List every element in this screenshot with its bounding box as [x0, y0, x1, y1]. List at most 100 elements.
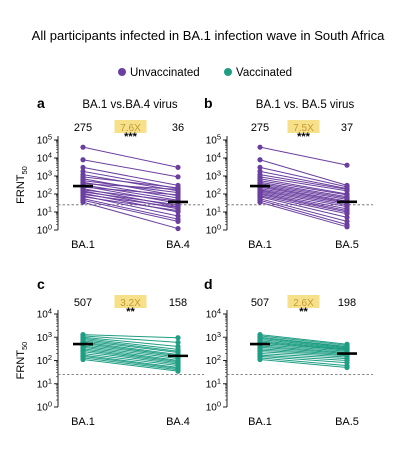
data-point — [175, 174, 181, 180]
y-tick-label: 104 — [37, 151, 52, 165]
pair-line — [259, 178, 348, 195]
y-tick-label: 104 — [206, 151, 221, 165]
data-point — [80, 157, 86, 163]
pair-line — [259, 342, 348, 351]
pair-line — [82, 346, 179, 361]
pair-line — [82, 198, 179, 220]
pair-line — [82, 199, 179, 222]
pair-line — [82, 340, 179, 354]
pair-line — [82, 191, 179, 206]
pair-line — [259, 181, 348, 198]
gmt-label: 158 — [169, 297, 187, 309]
y-tick-label: 100 — [206, 400, 221, 414]
panel-subtitle: BA.1 vs.BA.4 virus — [82, 99, 177, 111]
significance-label: *** — [124, 131, 138, 143]
fold-change-label: 2.6X — [293, 298, 314, 309]
pair-line — [259, 335, 348, 346]
fold-highlight — [287, 120, 320, 133]
pair-line — [259, 166, 348, 188]
gmt-label: 275 — [251, 122, 269, 134]
y-tick-label: 103 — [206, 330, 221, 344]
data-point — [344, 214, 350, 221]
pair-line — [259, 174, 348, 190]
data-point — [344, 211, 350, 217]
pair-line — [259, 353, 348, 360]
data-point — [257, 164, 263, 171]
panel-letter: c — [37, 276, 45, 292]
significance-label: *** — [297, 131, 311, 143]
panel-c: c 100 101 102 103 104 FRNT50 507 158 3.2X** BA.1 BA… — [15, 276, 204, 428]
pair-line — [259, 146, 348, 166]
y-tick-label: 104 — [37, 307, 52, 321]
y-tick-label: 101 — [37, 376, 52, 390]
y-tick-label: 100 — [37, 223, 52, 237]
panel-b: b BA.1 vs. BA.5 virus 100 101 102 103 104 105 27… — [204, 95, 373, 251]
legend-vaccinated-label: Vaccinated — [236, 67, 292, 79]
data-point — [257, 157, 263, 163]
pair-line — [82, 184, 179, 201]
pair-line — [82, 193, 179, 208]
data-point — [175, 339, 181, 346]
pair-line — [82, 336, 179, 347]
y-tick-label: 101 — [206, 205, 221, 219]
pair-line — [259, 339, 348, 349]
data-point — [344, 224, 350, 230]
panel-subtitle: BA.1 vs. BA.5 virus — [256, 99, 355, 111]
pair-line — [259, 189, 348, 206]
pair-line — [82, 176, 179, 189]
pair-line — [82, 359, 179, 372]
y-tick-label: 102 — [37, 187, 52, 201]
pair-line — [82, 166, 179, 186]
category-label: BA.5 — [335, 239, 359, 251]
gmt-label: 507 — [74, 297, 92, 309]
panel-letter: a — [37, 95, 45, 111]
significance-label: ** — [126, 306, 135, 318]
category-label: BA.5 — [335, 416, 359, 428]
data-point — [175, 335, 181, 341]
legend: Unvaccinated Vaccinated — [118, 67, 292, 79]
y-tick-label: 100 — [206, 223, 221, 237]
legend-vaccinated-marker — [224, 68, 232, 76]
pair-line — [82, 189, 179, 202]
pair-line — [82, 146, 179, 168]
data-point — [344, 162, 350, 168]
category-label: BA.1 — [71, 239, 95, 251]
pair-line — [82, 348, 179, 363]
pair-line — [259, 183, 348, 199]
y-tick-label: 102 — [206, 353, 221, 367]
pair-line — [259, 201, 348, 228]
pair-line — [259, 184, 348, 200]
pair-line — [259, 357, 348, 367]
pair-line — [82, 342, 179, 357]
data-point — [344, 364, 350, 371]
pair-line — [259, 193, 348, 213]
data-point — [175, 186, 181, 193]
pair-line — [259, 348, 348, 356]
y-tick-label: 101 — [206, 376, 221, 390]
pair-line — [82, 357, 179, 371]
pair-line — [82, 183, 179, 190]
pair-line — [82, 196, 179, 212]
pair-line — [259, 196, 348, 218]
pair-line — [82, 341, 179, 356]
data-point — [175, 207, 181, 214]
data-point — [80, 356, 86, 363]
pair-line — [259, 180, 348, 196]
pair-line — [82, 335, 179, 343]
panel-letter: b — [204, 95, 213, 111]
gmt-label: 36 — [172, 122, 184, 134]
y-tick-label: 102 — [37, 353, 52, 367]
legend-unvaccinated-label: Unvaccinated — [130, 67, 200, 79]
pair-line — [259, 170, 348, 190]
category-label: BA.1 — [248, 416, 272, 428]
pair-line — [259, 195, 348, 215]
y-tick-label: 103 — [37, 169, 52, 183]
data-point — [175, 192, 181, 198]
data-point — [80, 144, 86, 150]
pair-line — [259, 341, 348, 350]
fold-highlight — [287, 295, 320, 308]
pair-line — [259, 340, 348, 350]
pair-line — [259, 186, 348, 203]
pair-line — [259, 354, 348, 361]
pair-line — [259, 344, 348, 352]
